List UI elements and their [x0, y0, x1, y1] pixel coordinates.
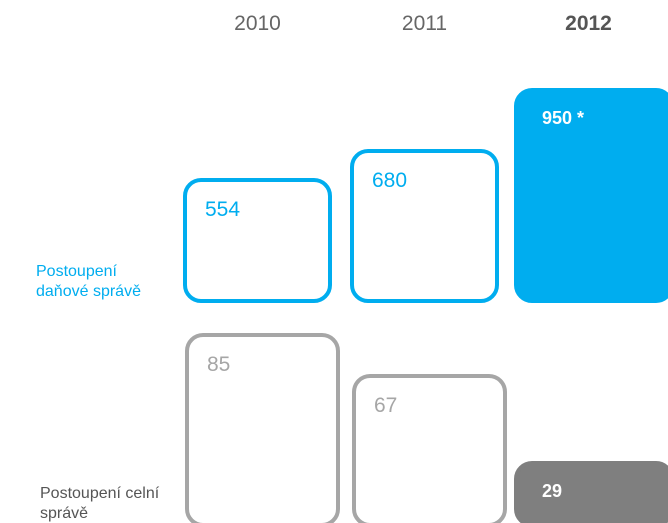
value-label: 950 * [542, 108, 585, 128]
bar [514, 88, 668, 303]
bar [514, 460, 668, 523]
value-label: 85 [207, 353, 231, 376]
value-label: 554 [205, 197, 241, 221]
row-label: Postoupení daňové správě [36, 263, 141, 300]
column-header: 2012 [565, 12, 612, 35]
value-label: 680 [372, 169, 408, 193]
bar [183, 177, 332, 303]
bar [350, 149, 499, 303]
column-header: 2010 [234, 12, 281, 35]
bar [185, 333, 340, 523]
row-label: Postoupení celní správě [40, 485, 160, 522]
value-label: 29 [542, 480, 563, 501]
value-label: 67 [374, 394, 398, 418]
column-header: 2011 [401, 12, 448, 35]
